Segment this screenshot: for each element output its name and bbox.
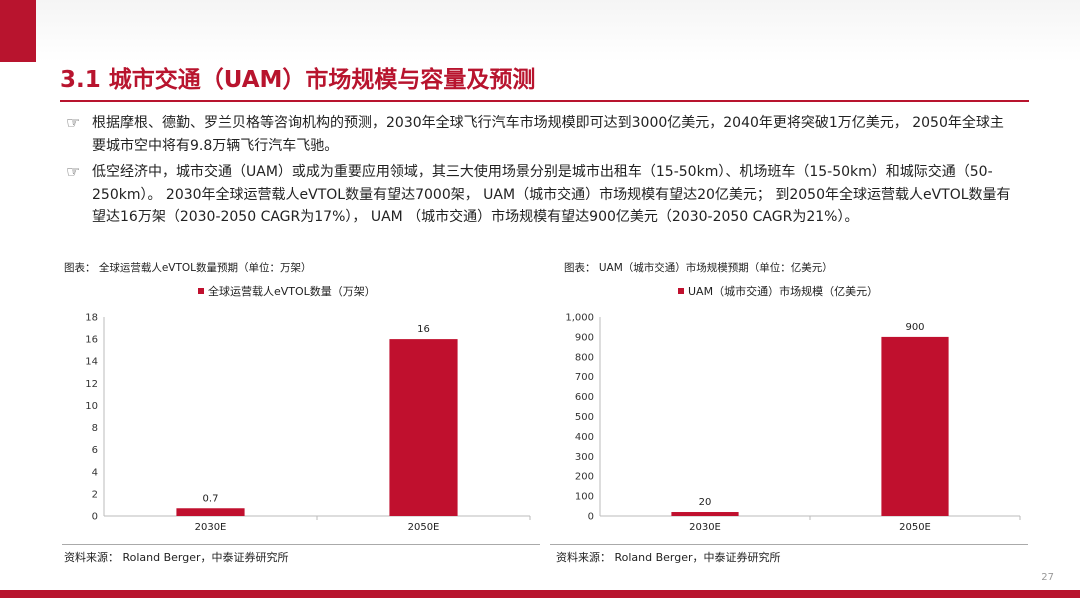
source-note: 资料来源： Roland Berger，中泰证券研究所 xyxy=(64,551,289,564)
y-tick-label: 6 xyxy=(92,445,98,456)
y-tick-label: 1,000 xyxy=(565,313,594,324)
y-tick-label: 0 xyxy=(588,512,594,523)
y-tick-label: 600 xyxy=(575,392,594,403)
bullet-item: ☞ 根据摩根、德勤、罗兰贝格等咨询机构的预测，2030年全球飞行汽车市场规模即可… xyxy=(64,112,1014,157)
footer-bar xyxy=(0,590,1080,598)
chart-caption: 图表： 全球运营载人eVTOL数量预期（单位：万架） xyxy=(64,262,312,274)
bullet-item: ☞ 低空经济中，城市交通（UAM）或成为重要应用领域，其三大使用场景分别是城市出… xyxy=(64,161,1014,229)
y-tick-label: 8 xyxy=(92,423,98,434)
bar xyxy=(671,512,739,516)
y-tick-label: 300 xyxy=(575,452,594,463)
legend-swatch xyxy=(678,288,684,294)
data-label: 0.7 xyxy=(203,493,219,504)
title-underline xyxy=(60,100,1029,102)
x-tick-label: 2050E xyxy=(899,522,931,533)
y-tick-label: 900 xyxy=(575,332,594,343)
bar xyxy=(881,336,949,516)
y-tick-label: 16 xyxy=(85,335,98,346)
legend-label: UAM（城市交通）市场规模（亿美元） xyxy=(688,284,878,298)
pointing-hand-icon: ☞ xyxy=(66,113,81,132)
x-tick-label: 2050E xyxy=(408,522,440,533)
bullet-text: 低空经济中，城市交通（UAM）或成为重要应用领域，其三大使用场景分别是城市出租车… xyxy=(92,164,1011,225)
y-tick-label: 12 xyxy=(85,379,98,390)
source-divider xyxy=(550,544,1028,545)
source-divider xyxy=(62,544,540,545)
x-tick-label: 2030E xyxy=(689,522,721,533)
y-tick-label: 400 xyxy=(575,432,594,443)
y-tick-label: 2 xyxy=(92,489,98,500)
data-label: 20 xyxy=(699,497,712,508)
y-tick-label: 0 xyxy=(92,512,98,523)
y-tick-label: 200 xyxy=(575,472,594,483)
page-number: 27 xyxy=(1041,572,1054,583)
legend-swatch xyxy=(198,288,204,294)
y-tick-label: 10 xyxy=(85,401,98,412)
header-band xyxy=(36,0,1080,62)
bar xyxy=(176,508,245,516)
page-title: 3.1 城市交通（UAM）市场规模与容量及预测 xyxy=(60,67,536,93)
chart-caption: 图表： UAM（城市交通）市场规模预期（单位：亿美元） xyxy=(564,262,833,274)
bullet-list: ☞ 根据摩根、德勤、罗兰贝格等咨询机构的预测，2030年全球飞行汽车市场规模即可… xyxy=(64,112,1014,233)
y-tick-label: 100 xyxy=(575,492,594,503)
legend-label: 全球运营载人eVTOL数量（万架） xyxy=(208,284,376,298)
y-tick-label: 4 xyxy=(92,467,98,478)
y-tick-label: 700 xyxy=(575,372,594,383)
header-accent-block xyxy=(0,0,36,62)
data-label: 16 xyxy=(417,324,430,335)
x-tick-label: 2030E xyxy=(195,522,227,533)
pointing-hand-icon: ☞ xyxy=(66,162,81,181)
source-note: 资料来源： Roland Berger，中泰证券研究所 xyxy=(556,551,781,564)
y-tick-label: 18 xyxy=(85,313,98,324)
bar xyxy=(389,339,458,516)
bullet-text: 根据摩根、德勤、罗兰贝格等咨询机构的预测，2030年全球飞行汽车市场规模即可达到… xyxy=(92,115,1004,154)
y-tick-label: 500 xyxy=(575,412,594,423)
y-tick-label: 14 xyxy=(85,357,98,368)
y-tick-label: 800 xyxy=(575,352,594,363)
data-label: 900 xyxy=(905,322,924,333)
uam-market-size-chart: UAM（城市交通）市场规模（亿美元） 0 100 200 300 400 500 600 700… xyxy=(565,284,1021,533)
evtol-count-chart: 全球运营载人eVTOL数量（万架） 0 2 4 6 8 10 12 14 16 18 0.7 2030E… xyxy=(85,284,531,533)
